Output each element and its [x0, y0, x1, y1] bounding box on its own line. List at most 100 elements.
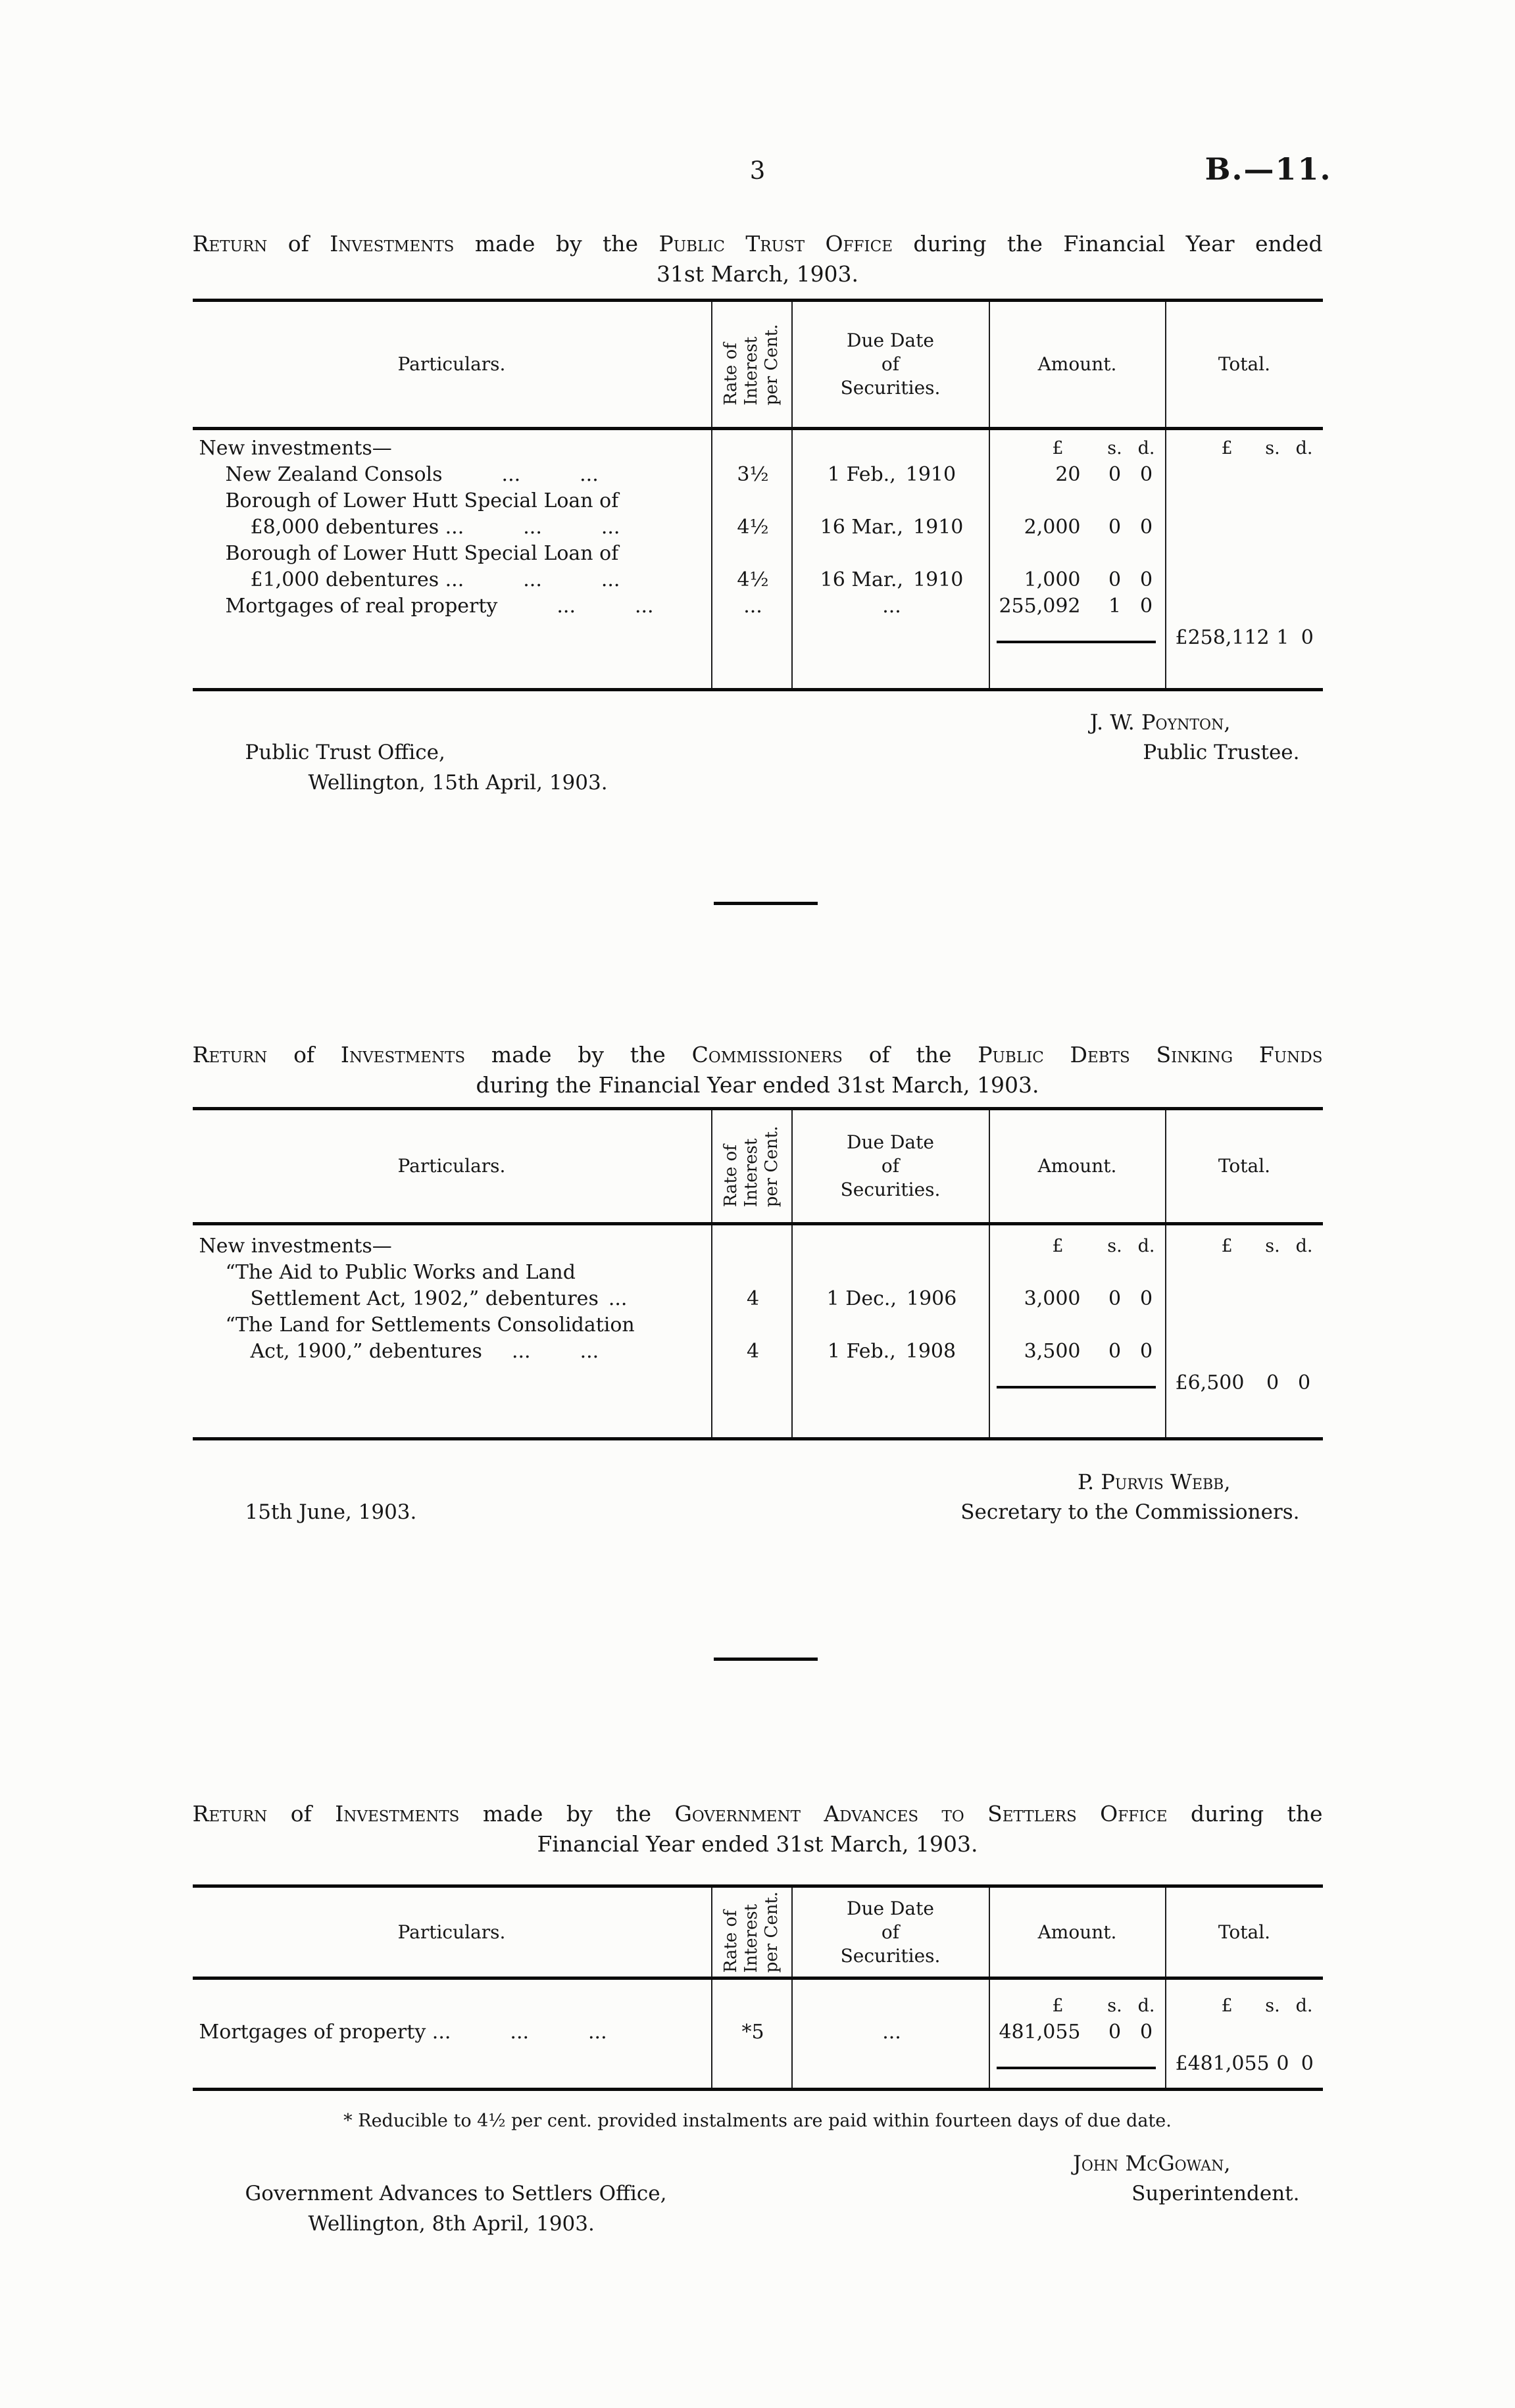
- table-body: New investments— £ s. d. £: [193, 1225, 1323, 1437]
- section-title: Return of Investments made by the Commis…: [193, 1040, 1323, 1100]
- rate-value: 4: [710, 1260, 791, 1312]
- particulars-line: Borough of Lower Hutt Special Loan of: [225, 542, 619, 565]
- currency-header-total: £ s. d.: [1173, 435, 1319, 462]
- table-header-row: Particulars. Rate of Interest per Cent. …: [193, 1110, 1323, 1222]
- table-row: “The Land for Settlements Consolidation …: [193, 1312, 1323, 1365]
- table-header-row: Particulars. Rate of Interest per Cent. …: [193, 302, 1323, 427]
- amount-value: 3,500 0 0: [1024, 1340, 1153, 1363]
- date-line: 15th June, 1903.: [245, 1500, 417, 1524]
- total-value: £6,500 0 0: [1175, 1371, 1311, 1394]
- due-date-value: ...: [791, 593, 989, 620]
- table-row: Mortgages of real property ... ... ... .…: [193, 593, 1323, 620]
- col-header-particulars: Particulars.: [397, 353, 506, 375]
- pound-sign: £: [1221, 1996, 1233, 2016]
- currency-header-total: £ s. d.: [1173, 1233, 1319, 1260]
- rate-value: ...: [710, 593, 791, 620]
- shillings-label: s.: [1107, 438, 1122, 458]
- pound-sign: £: [1052, 438, 1064, 458]
- amount-value: 1,000 0 0: [1024, 568, 1153, 591]
- signatory-name: J. W. Poynton,: [1089, 710, 1231, 735]
- rate-vertical-label: Rate of Interest per Cent.: [721, 1125, 782, 1207]
- date-line: Wellington, 15th April, 1903.: [308, 771, 608, 795]
- date-line: Wellington, 8th April, 1903.: [308, 2212, 595, 2236]
- total-row: £258,112 1 0: [193, 620, 1323, 651]
- col-header-particulars: Particulars.: [397, 1921, 506, 1943]
- amount-value: 3,000 0 0: [1024, 1287, 1153, 1310]
- col-header-total: Total.: [1164, 1110, 1323, 1222]
- office-line: Government Advances to Settlers Office,: [245, 2182, 667, 2205]
- table-top-rule: [192, 1107, 1323, 1110]
- rate-value: 4: [710, 1312, 791, 1365]
- col-header-particulars: Particulars.: [397, 1155, 506, 1177]
- col-header-amount: Amount.: [988, 1110, 1165, 1222]
- section-title: Return of Investments made by the Govern…: [193, 1799, 1323, 1859]
- signatory-role: Superintendent.: [1131, 2182, 1300, 2205]
- particulars-line: New Zealand Consols ... ...: [225, 463, 599, 486]
- particulars-line: £1,000 debentures ... ... ...: [250, 568, 620, 591]
- currency-header-amount: £ s. d.: [997, 435, 1161, 462]
- table-top-rule: [192, 1884, 1323, 1888]
- signature-block: John McGowan, Government Advances to Set…: [193, 2148, 1323, 2239]
- investment-table: Particulars. Rate of Interest per Cent. …: [192, 1884, 1323, 2091]
- page-header: 3 B.—11.: [193, 0, 1331, 203]
- rate-value: 4½: [710, 488, 791, 541]
- particulars-line: Mortgages of real property ... ...: [225, 595, 654, 618]
- table-row: Borough of Lower Hutt Special Loan of £1…: [193, 541, 1323, 593]
- page-content: 3 B.—11. Return of Investments made by t…: [192, 0, 1331, 2239]
- table-header-rule: [192, 1222, 1323, 1225]
- total-value: £481,055 0 0: [1175, 2052, 1314, 2075]
- col-header-rate: Rate of Interest per Cent.: [710, 1888, 791, 1977]
- pound-sign: £: [1052, 1236, 1064, 1256]
- due-date-value: 1 Dec., 1906: [791, 1260, 989, 1312]
- table-row: New Zealand Consols ... ... 3½ 1 Feb., 1…: [193, 462, 1323, 488]
- amount-value: 2,000 0 0: [1024, 516, 1153, 539]
- due-date-value: 16 Mar., 1910: [791, 541, 989, 593]
- title-line-2: 31st March, 1903.: [656, 261, 859, 287]
- shillings-label: s.: [1265, 1996, 1280, 2016]
- group-row: New investments— £ s. d. £: [193, 435, 1323, 462]
- total-row: £6,500 0 0: [193, 1365, 1323, 1396]
- due-date-value: ...: [791, 2019, 989, 2046]
- currency-header-row: £ s. d. £ s. d.: [193, 1993, 1323, 2019]
- signatory-name: John McGowan,: [1073, 2151, 1231, 2176]
- col-header-due: Due Date of Securities.: [791, 1888, 989, 1977]
- pound-sign: £: [1221, 438, 1233, 458]
- doc-reference: B.—11.: [1205, 151, 1332, 187]
- due-date-value: 16 Mar., 1910: [791, 488, 989, 541]
- pence-label: d.: [1295, 1236, 1313, 1256]
- due-date-value: 1 Feb., 1910: [791, 462, 989, 488]
- signature-block: J. W. Poynton, Public Trust Office, Publ…: [193, 707, 1323, 798]
- table-bottom-rule: [192, 2088, 1323, 2091]
- total-value: £258,112 1 0: [1175, 626, 1314, 649]
- spacer-row: [193, 651, 1323, 688]
- pence-label: d.: [1137, 438, 1155, 458]
- pence-label: d.: [1137, 1996, 1155, 2016]
- table-body: £ s. d. £ s. d.: [193, 1980, 1323, 2088]
- section-divider: [713, 1658, 818, 1661]
- table-row: Mortgages of property ... ... ... *5 ...…: [193, 2019, 1323, 2046]
- col-header-rate: Rate of Interest per Cent.: [710, 302, 791, 427]
- currency-header-amount: £ s. d.: [997, 1233, 1161, 1260]
- investment-table: Particulars. Rate of Interest per Cent. …: [192, 1107, 1323, 1440]
- pence-label: d.: [1295, 1996, 1313, 2016]
- shillings-label: s.: [1265, 1236, 1280, 1256]
- title-line-2: during the Financial Year ended 31st Mar…: [476, 1072, 1039, 1098]
- rate-vertical-label: Rate of Interest per Cent.: [721, 324, 782, 405]
- section-divider: [713, 902, 818, 905]
- table-bottom-rule: [192, 688, 1323, 691]
- spacer-row: [193, 1225, 1323, 1233]
- page-number: 3: [749, 157, 766, 185]
- section-public-trust: Return of Investments made by the Public…: [192, 229, 1323, 798]
- investment-table: Particulars. Rate of Interest per Cent. …: [192, 299, 1323, 691]
- pence-label: d.: [1295, 438, 1313, 458]
- signatory-role: Public Trustee.: [1143, 741, 1300, 764]
- col-header-amount: Amount.: [988, 302, 1165, 427]
- total-row: £481,055 0 0: [193, 2046, 1323, 2077]
- spacer-row: [193, 2077, 1323, 2088]
- title-line-2: Financial Year ended 31st March, 1903.: [537, 1831, 978, 1857]
- section-sinking-funds: Return of Investments made by the Commis…: [192, 1040, 1323, 1527]
- shillings-label: s.: [1107, 1236, 1122, 1256]
- sum-line: [996, 2067, 1156, 2069]
- signatory-name: P. Purvis Webb,: [1077, 1469, 1231, 1494]
